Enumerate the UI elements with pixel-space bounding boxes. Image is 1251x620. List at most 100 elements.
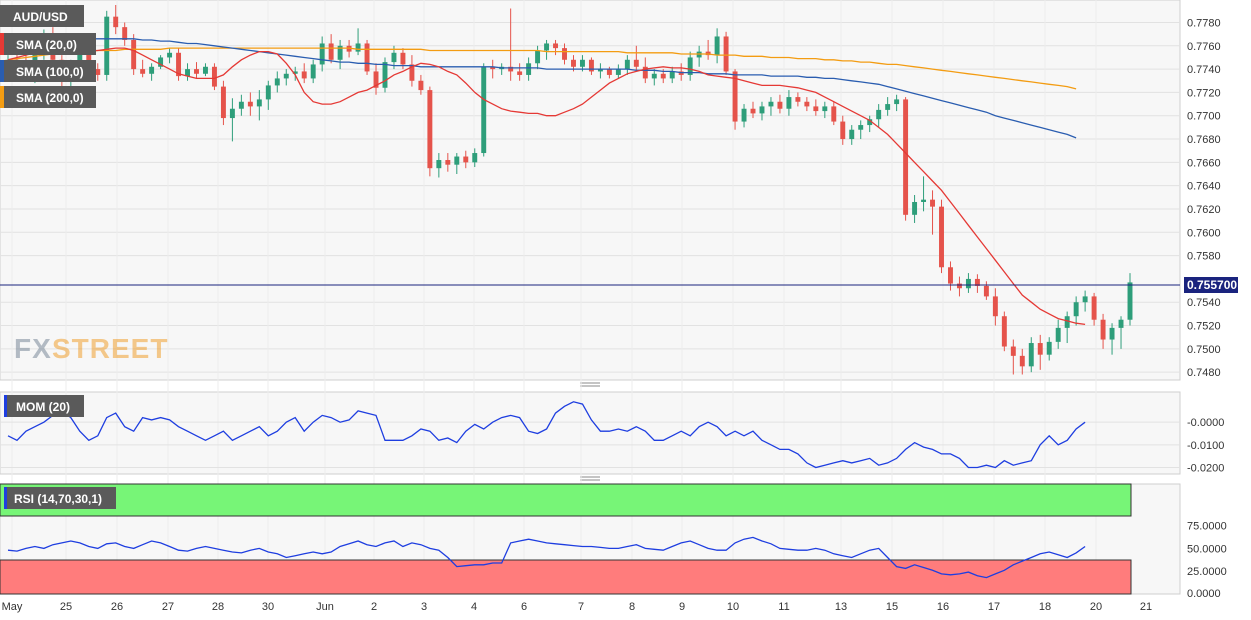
rsi-tick-label: 50.0000 [1187, 543, 1227, 555]
mom-line [7, 401, 1086, 469]
candle-body [723, 36, 729, 72]
candle-body [140, 69, 146, 74]
price-tick-label: 0.7720 [1187, 87, 1221, 99]
time-tick-label: 3 [421, 601, 427, 613]
symbol-tag[interactable]: AUD/USD [0, 5, 84, 27]
candle-body [418, 80, 424, 91]
candle-body [256, 99, 262, 107]
candle-body [831, 106, 837, 122]
mom-panel-resize-handle[interactable] [580, 382, 600, 387]
candle-body [301, 71, 307, 79]
candle-body [86, 50, 92, 70]
time-tick-label: 28 [212, 601, 224, 613]
sma20-tag[interactable]: SMA (20,0) [0, 33, 96, 55]
candle-body [948, 267, 953, 284]
svg-text:FX: FX [14, 333, 52, 364]
rsi-tick-label: 75.0000 [1187, 521, 1227, 533]
rsi-panel-resize-handle[interactable] [580, 476, 600, 481]
candle-body [158, 57, 164, 67]
candle-body [400, 52, 406, 65]
mom-series [7, 401, 1086, 469]
candle-body [974, 278, 980, 286]
candle-body [427, 90, 433, 169]
candle-body [265, 85, 271, 100]
candle-body [490, 66, 496, 70]
time-tick-label: 30 [262, 601, 274, 613]
candle-body [921, 199, 927, 202]
candle-body [229, 108, 235, 119]
candle-body [409, 64, 415, 81]
time-tick-label: 18 [1039, 601, 1051, 613]
sma100-tag[interactable]: SMA (100,0) [0, 60, 96, 82]
candle-body [633, 59, 639, 67]
candle-body [391, 52, 397, 63]
current-price-tag: 0.755700 [1184, 277, 1238, 293]
candle-body [983, 285, 989, 297]
candle-body [768, 101, 774, 107]
rsi-tick-label: 25.0000 [1187, 566, 1227, 578]
candle-body [588, 59, 594, 72]
candle-body [382, 62, 388, 88]
mom-tick-label: -0.0200 [1187, 462, 1224, 474]
time-tick-label: 21 [1140, 601, 1152, 613]
candle-body [876, 109, 882, 120]
candle-body [77, 50, 83, 67]
candle-body [310, 64, 316, 79]
price-tick-label: 0.7620 [1187, 204, 1221, 216]
price-tick-label: 0.7580 [1187, 251, 1221, 263]
mom-tag[interactable]: MOM (20) [4, 395, 84, 417]
candle-body [508, 66, 514, 72]
rsi-tag[interactable]: RSI (14,70,30,1) [4, 487, 116, 509]
candle-body [1055, 327, 1061, 342]
candle-body [597, 69, 603, 72]
rsi-tick-label: 0.0000 [1187, 588, 1221, 600]
candle-body [553, 43, 559, 49]
candle-body [741, 108, 747, 122]
candle-body [1064, 316, 1070, 328]
sma200-tag[interactable]: SMA (200,0) [0, 86, 96, 108]
price-tick-label: 0.7660 [1187, 157, 1221, 169]
candle-body [194, 69, 199, 74]
price-tick-label: 0.7500 [1187, 344, 1221, 356]
candle-body [956, 283, 962, 289]
candle-body [894, 99, 900, 105]
sma20-line [7, 47, 1086, 326]
rsi-series [7, 536, 1086, 579]
candle-body [903, 99, 909, 215]
candle-body [813, 106, 819, 112]
time-tick-label: 20 [1090, 601, 1102, 613]
time-tick-label: 27 [162, 601, 174, 613]
candle-body [651, 73, 657, 79]
candle-body [714, 36, 720, 56]
time-tick-label: 8 [629, 601, 635, 613]
candle-body [292, 71, 298, 74]
candle-body [95, 69, 101, 75]
candle-body [131, 39, 137, 70]
svg-text:STREET: STREET [52, 333, 168, 364]
candle-body [1037, 343, 1043, 355]
candle-body [1091, 296, 1097, 320]
time-tick-label: 6 [521, 601, 527, 613]
price-tick-label: 0.7760 [1187, 41, 1221, 53]
candle-body [535, 50, 541, 64]
svg-text:SMA (200,0): SMA (200,0) [16, 91, 84, 105]
svg-text:0.755700: 0.755700 [1187, 278, 1237, 292]
candle-body [185, 69, 190, 77]
candle-body [203, 66, 208, 74]
svg-text:AUD/USD: AUD/USD [13, 10, 68, 24]
time-tick-label: 7 [578, 601, 584, 613]
fxstreet-logo: FX STREET [14, 333, 168, 364]
candle-body [274, 78, 280, 86]
candle-body [1001, 316, 1007, 347]
candle-body [840, 121, 846, 140]
price-tick-label: 0.7680 [1187, 134, 1221, 146]
candle-body [562, 48, 567, 60]
svg-text:MOM (20): MOM (20) [16, 400, 70, 414]
candle-body [1010, 346, 1016, 356]
time-tick-label: 26 [111, 601, 123, 613]
time-tick-label: 11 [778, 601, 789, 613]
candle-body [373, 71, 379, 88]
price-tick-label: 0.7600 [1187, 227, 1221, 239]
candle-body [939, 206, 944, 268]
